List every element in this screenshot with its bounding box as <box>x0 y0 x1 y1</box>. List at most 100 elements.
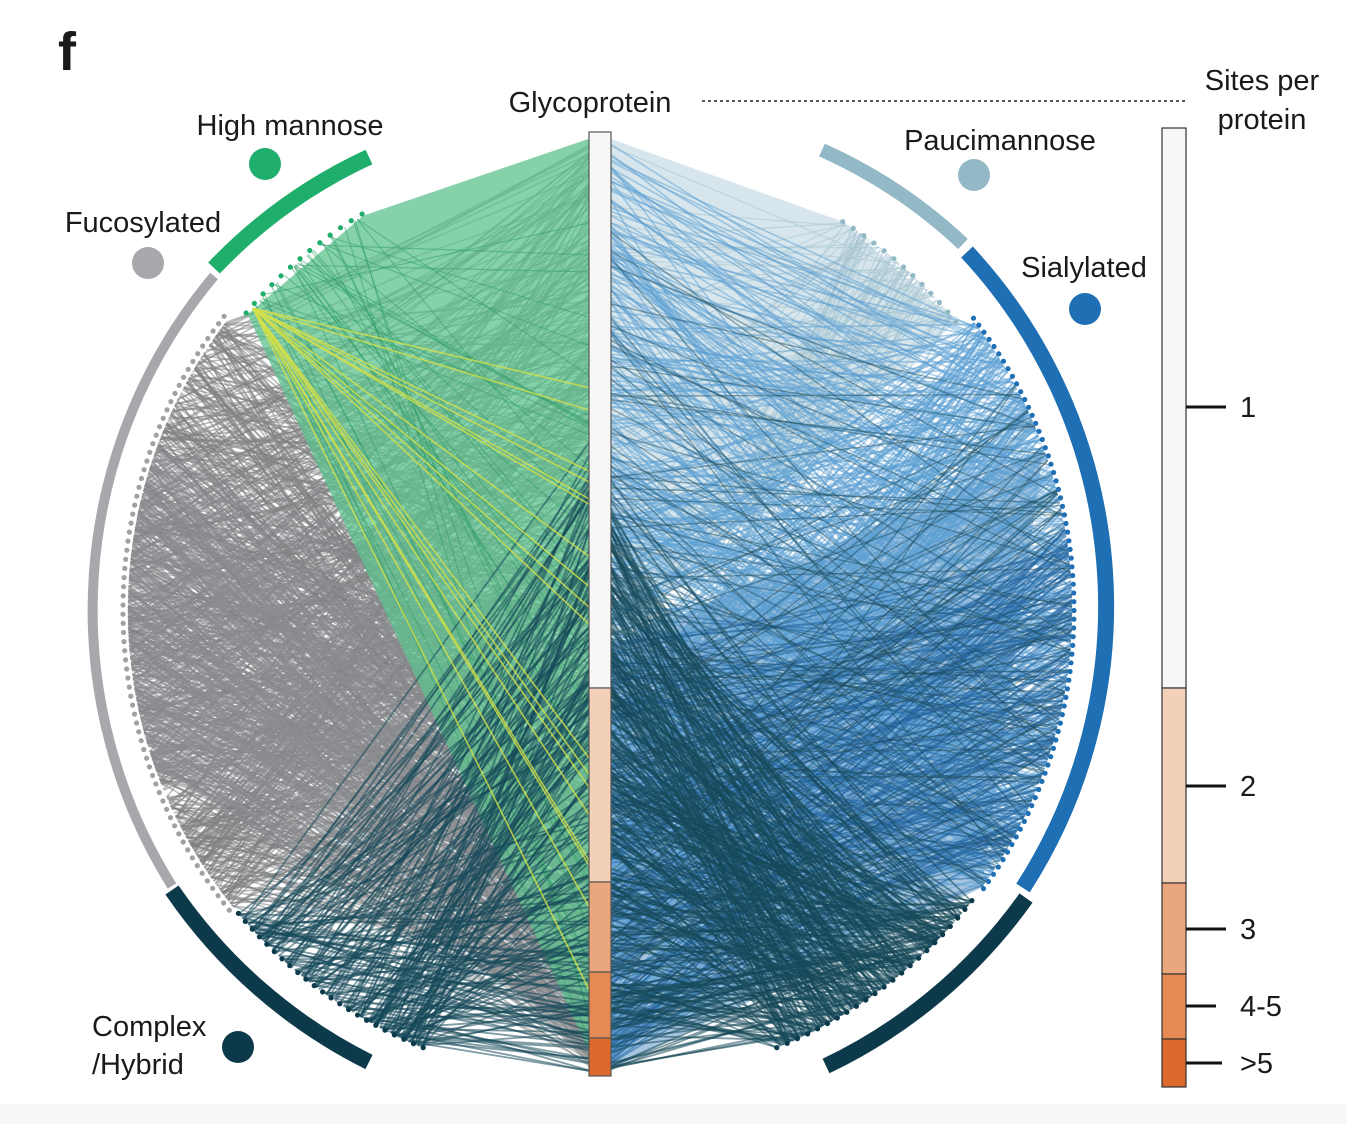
link-line <box>599 435 1071 569</box>
link-line <box>599 762 868 1001</box>
node-dot <box>1036 428 1042 434</box>
link-line <box>599 671 1065 694</box>
link-line <box>599 781 1040 967</box>
link-line <box>599 987 831 1023</box>
link-line <box>599 901 912 966</box>
node-dot <box>824 1020 831 1027</box>
accent-link-line <box>252 307 601 478</box>
link-line <box>255 810 601 934</box>
link-line <box>599 460 1049 956</box>
node-dot <box>1051 469 1057 476</box>
link-line <box>356 218 601 518</box>
node-dot <box>132 502 138 508</box>
link-line <box>599 490 1057 698</box>
link-line <box>599 252 914 277</box>
link-line <box>599 606 905 972</box>
node-dot <box>1070 581 1076 587</box>
link-line <box>599 542 1073 606</box>
complex-hybrid-arc-left <box>165 885 373 1070</box>
link-line <box>599 245 1050 757</box>
link-line <box>599 512 1072 643</box>
link-line <box>393 1033 601 1049</box>
link-line <box>599 612 1073 677</box>
node-dot <box>1071 590 1077 596</box>
node-dot <box>160 415 166 421</box>
link-line <box>599 154 980 330</box>
link-line <box>599 659 987 883</box>
link-line <box>599 319 1002 860</box>
link-line <box>599 694 1065 815</box>
link-line <box>599 527 868 1000</box>
node-dot <box>1057 495 1064 501</box>
high-mannose-dot <box>249 148 281 180</box>
complex-hybrid-label-line2: /Hybrid <box>92 1049 184 1081</box>
node-dot <box>122 648 128 654</box>
link-line <box>253 581 601 932</box>
paucimannose-dot <box>958 159 990 191</box>
link-line <box>154 767 601 987</box>
link-line <box>599 491 1058 854</box>
node-dot <box>962 906 968 913</box>
complex-hybrid-arc-right <box>822 893 1033 1074</box>
link-line <box>599 1014 796 1041</box>
legend-bin-5 <box>1161 1038 1187 1088</box>
link-line <box>599 454 1047 729</box>
node-dot <box>249 926 255 932</box>
node-dot <box>1048 461 1054 467</box>
node-dot <box>243 310 249 316</box>
node-dot <box>164 407 170 413</box>
complex-hybrid-dot <box>222 1031 254 1063</box>
link-line <box>599 798 1033 960</box>
link-line <box>599 897 818 1030</box>
paucimannose-label: Paucimannose <box>904 125 1096 157</box>
link-line <box>398 1035 601 1050</box>
link-line <box>319 244 601 256</box>
node-dot <box>840 219 846 225</box>
link-line <box>599 750 1051 1020</box>
link-line <box>599 391 1050 466</box>
link-line <box>599 341 989 499</box>
node-dot <box>1064 686 1070 692</box>
link-line <box>599 580 987 883</box>
link-line <box>599 591 799 1039</box>
node-dot <box>1061 703 1067 709</box>
node-dot <box>167 815 174 821</box>
node-dot <box>199 870 205 876</box>
link-line <box>599 358 1060 721</box>
node-dot <box>953 319 959 325</box>
node-dot <box>295 969 301 976</box>
node-dot <box>180 839 186 845</box>
legend-bin-4 <box>1161 973 1187 1040</box>
link-line <box>599 511 1073 608</box>
node-dot <box>320 989 326 995</box>
link-line <box>599 593 1072 737</box>
link-line <box>599 411 1029 480</box>
link-line <box>599 994 823 1028</box>
node-dot <box>1013 834 1019 840</box>
node-dot <box>871 240 877 246</box>
link-line <box>263 597 601 943</box>
node-dot <box>1067 546 1073 553</box>
node-dot <box>996 351 1002 357</box>
link-line <box>599 574 963 915</box>
link-line <box>599 226 1003 364</box>
node-dot <box>1029 412 1035 418</box>
node-dot <box>364 1017 370 1023</box>
glycan-node-dots <box>120 211 1077 1051</box>
accent-link-line <box>252 307 601 1013</box>
node-dot <box>872 991 878 997</box>
link-line <box>599 522 1065 837</box>
glycoprotein-bar <box>588 131 612 1077</box>
node-dot <box>784 1040 790 1046</box>
link-line <box>599 726 1058 977</box>
node-dot <box>130 702 136 708</box>
link-line <box>599 626 1056 736</box>
link-line <box>599 459 1048 463</box>
node-dot <box>327 232 333 238</box>
link-line <box>599 264 1070 556</box>
node-dot <box>1050 745 1056 752</box>
node-dot <box>1000 857 1006 863</box>
node-dot <box>141 467 147 473</box>
node-dot <box>136 729 142 735</box>
